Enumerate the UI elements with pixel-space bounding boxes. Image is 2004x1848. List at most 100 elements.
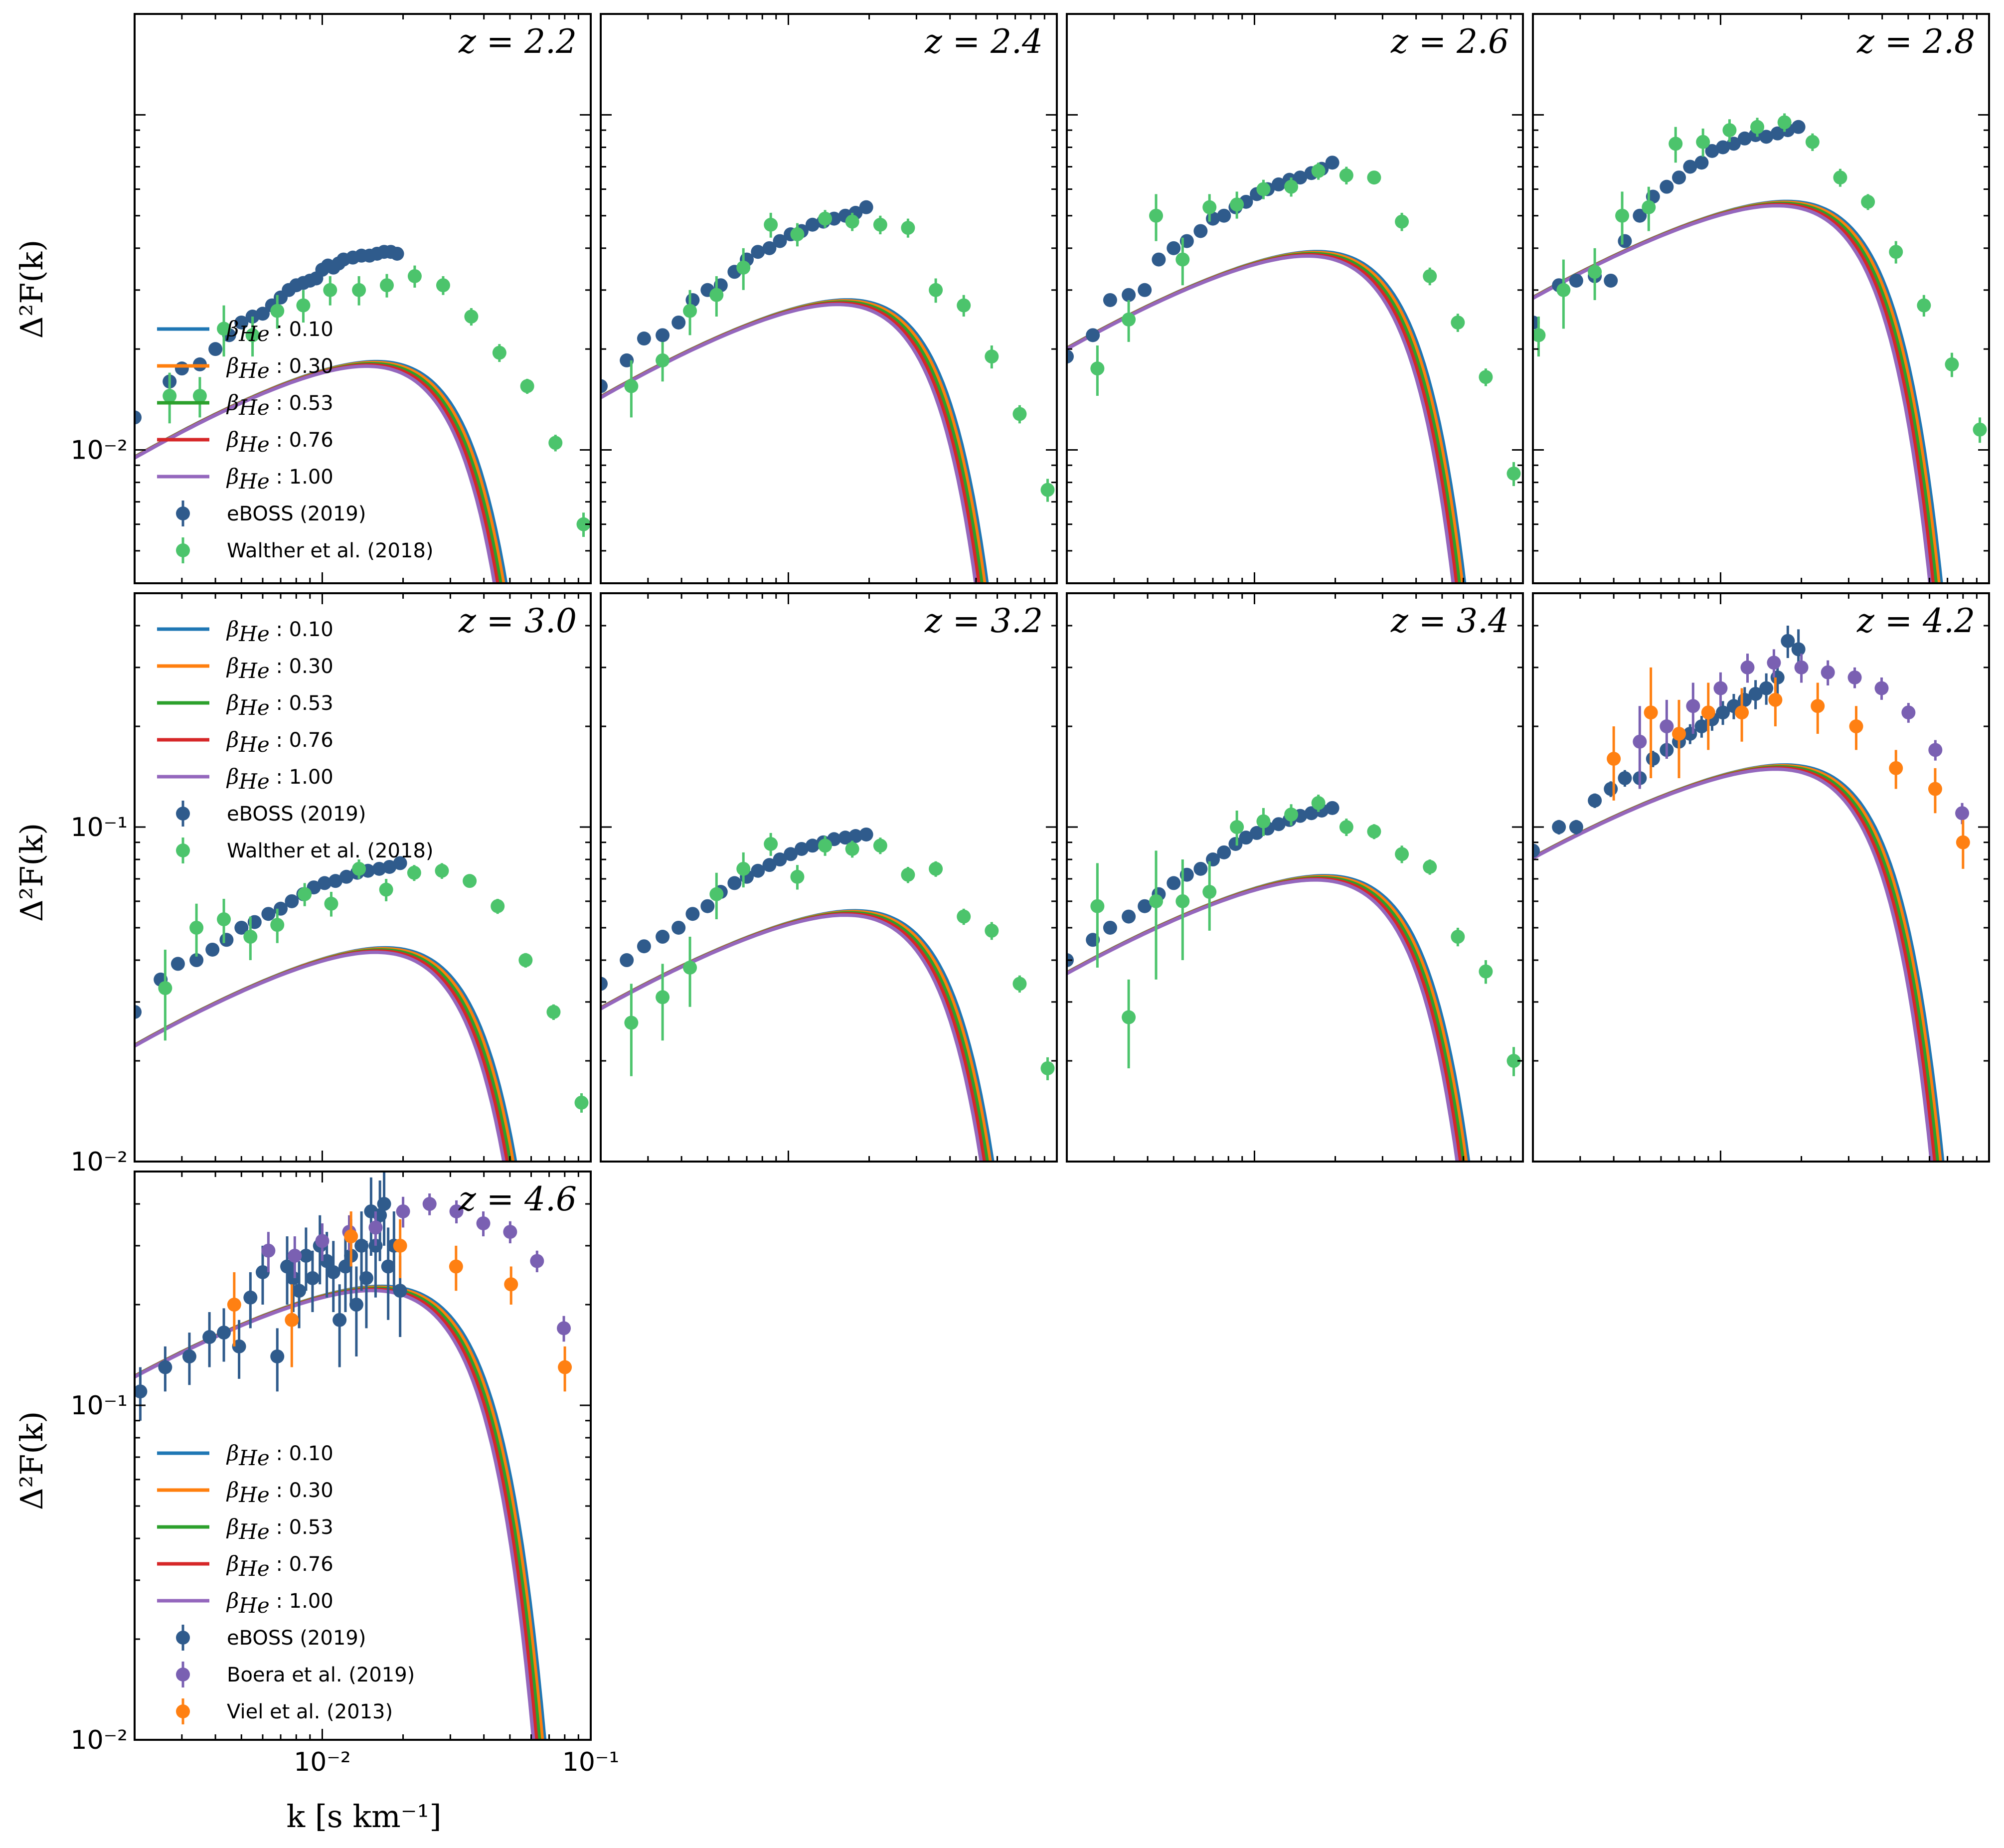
panel-8: z = 4.2 <box>1532 592 1990 1163</box>
data-point <box>1451 315 1465 330</box>
y-tick-label: 10⁻² <box>71 436 128 466</box>
data-point <box>1847 670 1862 684</box>
data-point <box>243 930 258 944</box>
y-tick-label: 10⁻¹ <box>71 1391 128 1421</box>
data-point <box>1874 681 1889 695</box>
data-point <box>245 328 260 342</box>
data-point <box>790 869 805 884</box>
svg-text:βHe : 0.76: βHe : 0.76 <box>226 427 334 457</box>
svg-text:eBOSS (2019): eBOSS (2019) <box>227 503 366 525</box>
data-point <box>624 1015 639 1030</box>
data-point <box>1917 298 1931 313</box>
data-point <box>1423 859 1437 874</box>
data-point <box>299 1248 313 1263</box>
data-point <box>1607 752 1621 766</box>
legend-entry: eBOSS (2019) <box>176 801 366 827</box>
x-tick-label: 10⁻¹ <box>562 1747 619 1777</box>
data-point <box>1694 719 1709 734</box>
data-point <box>1716 705 1730 720</box>
data-point <box>328 874 342 888</box>
data-point <box>1395 214 1409 229</box>
data-point <box>1122 312 1136 327</box>
data-point <box>1644 705 1658 720</box>
legend-entry: βHe : 1.00 <box>157 464 334 494</box>
data-point <box>1696 135 1710 149</box>
data-point <box>1193 224 1208 238</box>
panel-frame <box>1532 592 1990 1163</box>
data-point <box>1833 170 1847 185</box>
plot-area <box>135 856 589 1162</box>
data-point <box>333 1313 347 1327</box>
model-curve-beta-0.10 <box>601 909 995 1162</box>
data-point <box>683 960 697 975</box>
data-point <box>1138 283 1152 297</box>
data-point <box>656 353 670 367</box>
data-point <box>1239 831 1253 845</box>
svg-text:βHe : 0.30: βHe : 0.30 <box>226 353 334 383</box>
data-point <box>1339 820 1353 835</box>
data-point <box>1479 370 1493 384</box>
data-point <box>354 1238 369 1253</box>
data-point <box>217 322 231 336</box>
data-point <box>1311 796 1326 810</box>
data-point <box>1284 807 1299 822</box>
data-point <box>292 1284 307 1298</box>
svg-text:βHe : 1.00: βHe : 1.00 <box>226 764 334 794</box>
data-point <box>170 957 185 971</box>
model-curve-beta-1.00 <box>1067 254 1455 583</box>
data-point <box>359 1271 373 1285</box>
data-point <box>557 1321 571 1336</box>
data-point <box>1325 156 1339 170</box>
plot-area <box>1067 156 1521 583</box>
data-point <box>1228 837 1243 851</box>
redshift-label: z = 3.4 <box>1390 602 1509 640</box>
y-axis-label-row1: Δ²F(k) <box>13 240 50 339</box>
data-point <box>288 1248 302 1263</box>
panels-group: 10⁻² z = 2.2 βHe : 0.10 βHe : 0.30 βHe : 0.5… <box>71 13 1990 1777</box>
data-point <box>227 1298 241 1312</box>
data-point <box>1716 140 1730 155</box>
data-point <box>1901 705 1916 720</box>
data-point <box>1791 120 1806 134</box>
data-point <box>382 859 397 874</box>
series-viel-et-al-2013- <box>1607 667 1970 869</box>
legend-entry: Boera et al. (2019) <box>176 1662 415 1687</box>
data-point <box>1694 156 1709 170</box>
data-point <box>1556 283 1571 297</box>
data-point <box>217 912 231 927</box>
data-point <box>751 245 765 259</box>
ticks <box>1067 14 1523 583</box>
model-curve-beta-1.00 <box>135 950 506 1162</box>
data-point <box>163 389 177 403</box>
data-point <box>1067 349 1074 364</box>
redshift-label: z = 3.2 <box>924 602 1043 640</box>
data-point <box>1759 130 1774 144</box>
data-point <box>1618 234 1632 248</box>
data-point <box>901 221 915 235</box>
data-point <box>422 1197 437 1211</box>
data-point <box>805 217 820 232</box>
data-point <box>929 283 943 297</box>
data-point <box>379 278 394 293</box>
panel-frame <box>600 592 1058 1163</box>
data-point <box>1955 806 1970 821</box>
data-point <box>381 1259 395 1274</box>
data-point <box>574 1095 589 1110</box>
panel-frame <box>1066 592 1524 1163</box>
svg-text:βHe : 0.53: βHe : 0.53 <box>226 690 334 720</box>
panel-frame <box>134 13 592 584</box>
data-point <box>1660 719 1674 734</box>
data-point <box>1217 208 1231 223</box>
y-axis-label-row2: Δ²F(k) <box>13 823 50 922</box>
data-point <box>390 246 404 261</box>
data-point <box>1103 293 1117 307</box>
redshift-label: z = 2.4 <box>924 22 1043 61</box>
data-point <box>1791 642 1806 657</box>
model-curve-beta-0.30 <box>1533 764 1942 1162</box>
legend-entry: βHe : 0.76 <box>157 727 334 757</box>
data-point <box>1604 782 1618 796</box>
data-point <box>859 827 873 841</box>
panel-4: z = 2.8 <box>1532 13 1990 584</box>
data-point <box>520 379 534 393</box>
data-point <box>1012 977 1027 991</box>
